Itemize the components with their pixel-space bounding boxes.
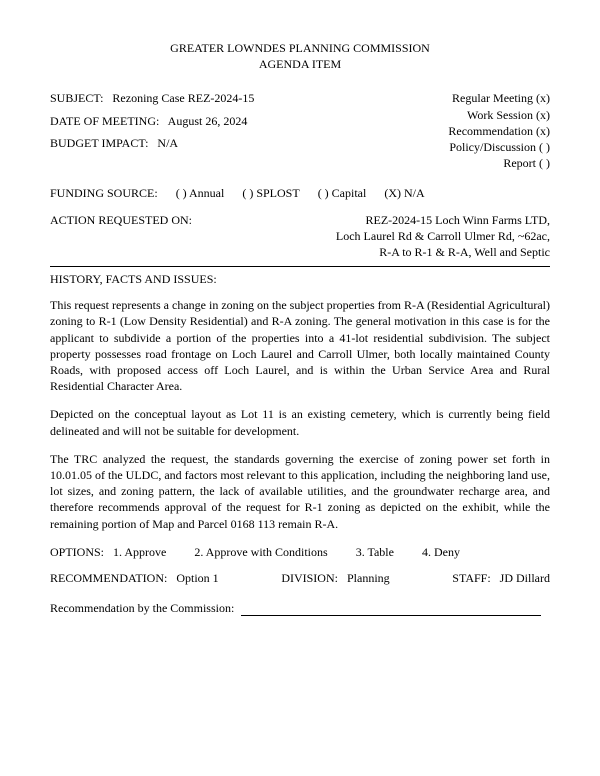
meeting-type-block: Regular Meeting (x) Work Session (x) Rec… (448, 90, 550, 171)
funding-capital: ( ) Capital (318, 185, 367, 201)
budget-label: BUDGET IMPACT: (50, 136, 148, 150)
history-paragraph-2: Depicted on the conceptual layout as Lot… (50, 406, 550, 438)
divider-rule (50, 266, 550, 267)
funding-source-line: FUNDING SOURCE: ( ) Annual ( ) SPLOST ( … (50, 185, 550, 201)
action-line-1: REZ-2024-15 Loch Winn Farms LTD, (336, 212, 550, 228)
option-1: 1. Approve (113, 545, 166, 559)
header-left: SUBJECT: Rezoning Case REZ-2024-15 DATE … (50, 90, 448, 151)
commission-recommendation-line: Recommendation by the Commission: (50, 600, 550, 616)
document-title: GREATER LOWNDES PLANNING COMMISSION AGEN… (50, 40, 550, 72)
funding-na: (X) N/A (384, 185, 424, 201)
history-heading: HISTORY, FACTS AND ISSUES: (50, 271, 550, 287)
header-block: SUBJECT: Rezoning Case REZ-2024-15 DATE … (50, 90, 550, 171)
policy-discussion: Policy/Discussion ( ) (448, 139, 550, 155)
division-value: Planning (347, 571, 390, 585)
options-label: OPTIONS: (50, 545, 104, 559)
history-paragraph-1: This request represents a change in zoni… (50, 297, 550, 394)
option-3: 3. Table (356, 544, 394, 560)
division-label: DIVISION: (281, 571, 338, 585)
option-4: 4. Deny (422, 544, 460, 560)
action-line-2: Loch Laurel Rd & Carroll Ulmer Rd, ~62ac… (336, 228, 550, 244)
date-label: DATE OF MEETING: (50, 114, 159, 128)
budget-line: BUDGET IMPACT: N/A (50, 135, 448, 151)
title-line-2: AGENDA ITEM (50, 56, 550, 72)
staff-label: STAFF: (452, 571, 490, 585)
funding-label: FUNDING SOURCE: (50, 185, 158, 201)
signature-line (241, 605, 541, 616)
option-2: 2. Approve with Conditions (194, 544, 327, 560)
action-line-3: R-A to R-1 & R-A, Well and Septic (336, 244, 550, 260)
recommendation-line: RECOMMENDATION: Option 1 DIVISION: Plann… (50, 570, 550, 586)
staff-value: JD Dillard (500, 571, 550, 585)
title-line-1: GREATER LOWNDES PLANNING COMMISSION (50, 40, 550, 56)
regular-meeting: Regular Meeting (x) (448, 90, 550, 106)
history-paragraph-3: The TRC analyzed the request, the standa… (50, 451, 550, 532)
recommendation-value: Option 1 (176, 571, 218, 585)
options-line: OPTIONS: 1. Approve 2. Approve with Cond… (50, 544, 550, 560)
action-requested-block: ACTION REQUESTED ON: REZ-2024-15 Loch Wi… (50, 212, 550, 261)
subject-label: SUBJECT: (50, 91, 103, 105)
report-type: Report ( ) (448, 155, 550, 171)
action-label: ACTION REQUESTED ON: (50, 212, 192, 228)
action-details: REZ-2024-15 Loch Winn Farms LTD, Loch La… (336, 212, 550, 261)
subject-value: Rezoning Case REZ-2024-15 (112, 91, 254, 105)
recommendation-type: Recommendation (x) (448, 123, 550, 139)
funding-annual: ( ) Annual (176, 185, 225, 201)
date-value: August 26, 2024 (168, 114, 248, 128)
recommendation-label: RECOMMENDATION: (50, 571, 167, 585)
date-line: DATE OF MEETING: August 26, 2024 (50, 113, 448, 129)
commission-label: Recommendation by the Commission: (50, 601, 234, 615)
subject-line: SUBJECT: Rezoning Case REZ-2024-15 (50, 90, 448, 106)
work-session: Work Session (x) (448, 107, 550, 123)
budget-value: N/A (157, 136, 178, 150)
funding-splost: ( ) SPLOST (242, 185, 299, 201)
